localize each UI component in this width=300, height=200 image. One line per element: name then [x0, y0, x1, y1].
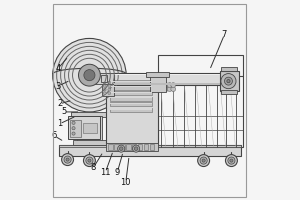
Bar — [120, 144, 124, 150]
Circle shape — [157, 83, 161, 87]
Circle shape — [53, 38, 126, 112]
Circle shape — [83, 155, 95, 167]
Text: 3: 3 — [56, 82, 61, 91]
Circle shape — [103, 92, 106, 95]
Bar — [110, 92, 152, 93]
Circle shape — [200, 157, 207, 164]
Text: 9: 9 — [115, 168, 120, 177]
Circle shape — [108, 81, 111, 84]
Bar — [110, 97, 152, 101]
Bar — [58, 145, 242, 156]
Text: 2: 2 — [57, 99, 62, 108]
Text: 10: 10 — [121, 178, 131, 187]
Circle shape — [157, 87, 161, 91]
Bar — [102, 80, 114, 96]
Circle shape — [230, 159, 233, 162]
Bar — [150, 76, 166, 92]
Circle shape — [202, 159, 205, 162]
Bar — [114, 74, 224, 75]
Circle shape — [108, 88, 111, 91]
Text: 7: 7 — [222, 30, 227, 39]
Text: 4: 4 — [56, 64, 61, 73]
Bar — [114, 144, 118, 150]
Circle shape — [134, 147, 138, 150]
Circle shape — [171, 87, 175, 91]
Circle shape — [61, 154, 74, 166]
Circle shape — [64, 156, 71, 163]
Circle shape — [103, 85, 106, 87]
Bar — [150, 144, 154, 150]
Bar — [94, 73, 114, 84]
Circle shape — [160, 87, 165, 91]
Bar — [68, 116, 100, 139]
Text: 6: 6 — [52, 131, 57, 140]
Circle shape — [72, 127, 75, 130]
Bar — [146, 72, 169, 77]
Bar — [138, 144, 142, 150]
Circle shape — [79, 64, 100, 86]
Circle shape — [224, 77, 232, 85]
Bar — [110, 86, 152, 87]
Circle shape — [103, 81, 106, 84]
Circle shape — [133, 145, 140, 152]
Circle shape — [221, 74, 236, 89]
Bar — [158, 55, 243, 147]
Bar — [101, 75, 107, 82]
Circle shape — [108, 92, 111, 95]
Circle shape — [103, 88, 106, 91]
Circle shape — [86, 157, 93, 164]
Circle shape — [84, 70, 95, 81]
Bar — [110, 91, 152, 95]
Circle shape — [167, 83, 172, 87]
Bar — [73, 140, 106, 145]
Circle shape — [171, 83, 175, 87]
Bar — [220, 71, 239, 91]
Circle shape — [108, 85, 111, 87]
Bar — [114, 73, 224, 85]
Bar — [220, 90, 237, 94]
Bar — [106, 78, 158, 144]
Text: 8: 8 — [91, 163, 96, 172]
Circle shape — [88, 159, 91, 162]
Bar — [110, 97, 152, 98]
Bar — [70, 120, 82, 137]
Circle shape — [164, 83, 169, 87]
Bar — [110, 103, 152, 104]
Bar — [76, 116, 102, 142]
Bar — [110, 108, 152, 112]
Bar — [110, 81, 152, 82]
Circle shape — [160, 83, 165, 87]
Circle shape — [72, 121, 75, 124]
Text: 11: 11 — [100, 168, 111, 177]
Circle shape — [119, 147, 123, 150]
Bar — [220, 67, 237, 71]
Bar — [58, 145, 242, 147]
Bar — [108, 144, 113, 150]
Circle shape — [164, 87, 169, 91]
Bar — [83, 123, 98, 133]
Bar — [110, 108, 152, 110]
Bar — [144, 144, 148, 150]
Bar — [110, 102, 152, 106]
Circle shape — [227, 80, 230, 83]
Bar — [132, 144, 136, 150]
Bar — [114, 83, 224, 85]
Circle shape — [226, 155, 237, 167]
Bar — [110, 80, 152, 84]
Circle shape — [66, 158, 69, 161]
Text: 5: 5 — [61, 107, 66, 116]
Text: 1: 1 — [57, 119, 62, 128]
Circle shape — [228, 157, 235, 164]
Circle shape — [167, 87, 172, 91]
Bar — [110, 86, 152, 90]
Bar — [106, 143, 158, 151]
Circle shape — [118, 145, 125, 152]
Circle shape — [72, 132, 75, 135]
Bar — [70, 112, 110, 117]
Circle shape — [198, 155, 210, 167]
Bar — [126, 144, 130, 150]
